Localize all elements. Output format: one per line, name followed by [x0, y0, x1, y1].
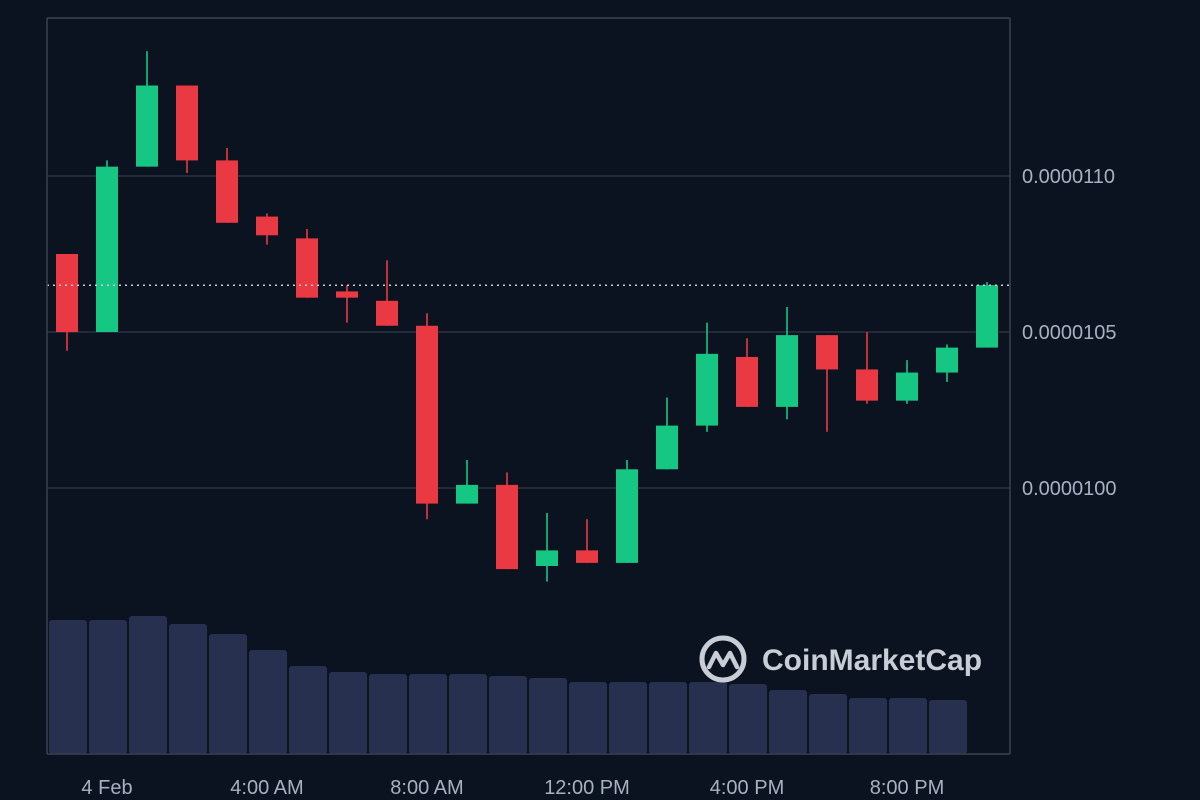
candle-body: [96, 166, 118, 332]
candle-body: [496, 484, 518, 570]
volume-bar: [249, 650, 287, 754]
volume-bar: [449, 674, 487, 754]
volume-bar: [489, 676, 527, 754]
candle: [536, 512, 558, 582]
volume-bar: [369, 674, 407, 754]
candle: [456, 459, 478, 504]
candle: [696, 322, 718, 432]
volume-bar: [329, 672, 367, 754]
candle-body: [216, 160, 238, 223]
volume-bar: [49, 620, 87, 754]
volume-bar: [889, 698, 927, 754]
candle-body: [176, 85, 198, 161]
candle: [56, 254, 78, 351]
candle: [96, 160, 118, 332]
candle-body: [536, 550, 558, 566]
volume-bar: [569, 682, 607, 754]
grid-lines: [47, 175, 1010, 489]
volume-bar: [929, 700, 967, 754]
candle: [736, 338, 758, 407]
candle-body: [296, 238, 318, 298]
candle-body: [616, 469, 638, 563]
volume-bar: [169, 624, 207, 754]
candle: [576, 519, 598, 563]
volume-bar: [769, 690, 807, 754]
candle-body: [896, 372, 918, 401]
volume-bar: [89, 620, 127, 754]
candles: [56, 51, 998, 582]
candle: [176, 85, 198, 173]
candle-body: [656, 425, 678, 470]
candle: [416, 313, 438, 520]
x-tick-label: 4:00 PM: [710, 777, 784, 799]
candle-body: [416, 325, 438, 504]
candle: [776, 307, 798, 420]
candle: [976, 282, 998, 348]
volume-bar: [729, 684, 767, 754]
watermark-text: CoinMarketCap: [762, 644, 982, 677]
candle-body: [56, 254, 78, 332]
candle: [656, 397, 678, 470]
candle-body: [256, 216, 278, 236]
candle: [136, 51, 158, 167]
volume-bar: [529, 678, 567, 754]
candle-body: [376, 300, 398, 326]
volume-bar: [649, 682, 687, 754]
volume-bar: [809, 694, 847, 754]
volume-bar: [209, 634, 247, 754]
y-tick-label: 0.0000100: [1022, 478, 1117, 500]
x-axis-labels: 4 Feb 4:00 AM 8:00 AM 12:00 PM 4:00 PM 8:00 P…: [81, 777, 944, 799]
candle: [616, 459, 638, 563]
y-axis-labels: 0.0000110 0.0000105 0.0000100: [1022, 166, 1117, 500]
coinmarketcap-logo-icon: [699, 635, 747, 683]
x-tick-label: 8:00 PM: [870, 777, 944, 799]
volume-bar: [129, 616, 167, 754]
x-tick-label: 8:00 AM: [390, 777, 463, 799]
candle-body: [936, 347, 958, 373]
candle-body: [456, 484, 478, 504]
coinmarketcap-watermark: CoinMarketCap: [699, 635, 982, 683]
candle-body: [336, 291, 358, 298]
candle-body: [696, 353, 718, 426]
x-tick-label: 12:00 PM: [544, 777, 630, 799]
volume-bar: [849, 698, 887, 754]
candle-body: [856, 369, 878, 401]
volume-bar: [289, 666, 327, 754]
candle: [296, 229, 318, 298]
candle: [256, 213, 278, 245]
candle-body: [136, 85, 158, 167]
y-tick-label: 0.0000105: [1022, 322, 1117, 344]
plot-frame: [46, 17, 1011, 755]
volume-bars: [49, 616, 967, 754]
candle: [216, 147, 238, 223]
candle-body: [816, 335, 838, 370]
volume-bar: [689, 682, 727, 754]
candle: [936, 344, 958, 382]
x-tick-label: 4:00 AM: [230, 777, 303, 799]
candle: [816, 335, 838, 432]
candle: [336, 285, 358, 323]
candle-body: [736, 356, 758, 407]
x-tick-label: 4 Feb: [81, 777, 132, 799]
candle-body: [976, 285, 998, 348]
candle: [896, 360, 918, 404]
candle: [496, 472, 518, 570]
candle-body: [776, 335, 798, 407]
candle-body: [576, 550, 598, 563]
y-tick-label: 0.0000110: [1022, 166, 1115, 188]
candle: [376, 260, 398, 326]
volume-bar: [409, 674, 447, 754]
candle: [856, 332, 878, 404]
volume-bar: [609, 682, 647, 754]
